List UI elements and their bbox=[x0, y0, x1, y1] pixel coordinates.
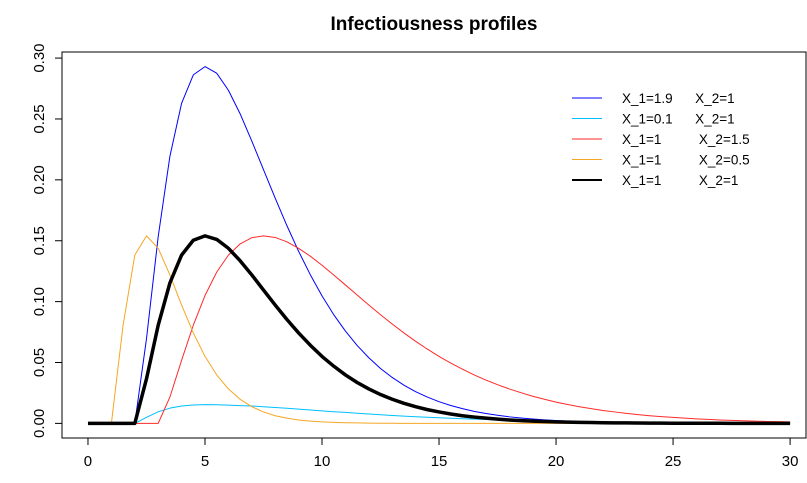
legend-label: X_1=1.9 X_2=1 bbox=[622, 91, 735, 106]
y-tick-label: 0.30 bbox=[31, 43, 48, 72]
x-tick-label: 5 bbox=[201, 453, 209, 470]
chart-title: Infectiousness profiles bbox=[331, 14, 538, 35]
legend-label: X_1=1 X_2=1.5 bbox=[622, 132, 750, 147]
y-tick-label: 0.05 bbox=[31, 348, 48, 377]
series-line bbox=[87, 404, 791, 424]
x-tick-label: 25 bbox=[665, 453, 682, 470]
series-line bbox=[87, 234, 791, 426]
legend-label: X_1=1 X_2=0.5 bbox=[622, 153, 750, 168]
y-tick-label: 0.20 bbox=[31, 165, 48, 194]
x-tick-label: 30 bbox=[782, 453, 799, 470]
series-line bbox=[87, 235, 791, 424]
legend-label: X_1=1 X_2=1 bbox=[622, 173, 738, 188]
x-tick-label: 20 bbox=[548, 453, 565, 470]
y-tick-label: 0.25 bbox=[31, 104, 48, 133]
y-tick-label: 0.15 bbox=[31, 226, 48, 255]
x-tick-label: 10 bbox=[314, 453, 331, 470]
plot-frame bbox=[61, 51, 807, 439]
x-tick-label: 15 bbox=[431, 453, 448, 470]
y-tick-label: 0.00 bbox=[31, 409, 48, 438]
x-tick-label: 0 bbox=[84, 453, 92, 470]
series-line bbox=[87, 235, 791, 424]
y-tick-label: 0.10 bbox=[31, 287, 48, 316]
legend-label: X_1=0.1 X_2=1 bbox=[622, 112, 735, 127]
